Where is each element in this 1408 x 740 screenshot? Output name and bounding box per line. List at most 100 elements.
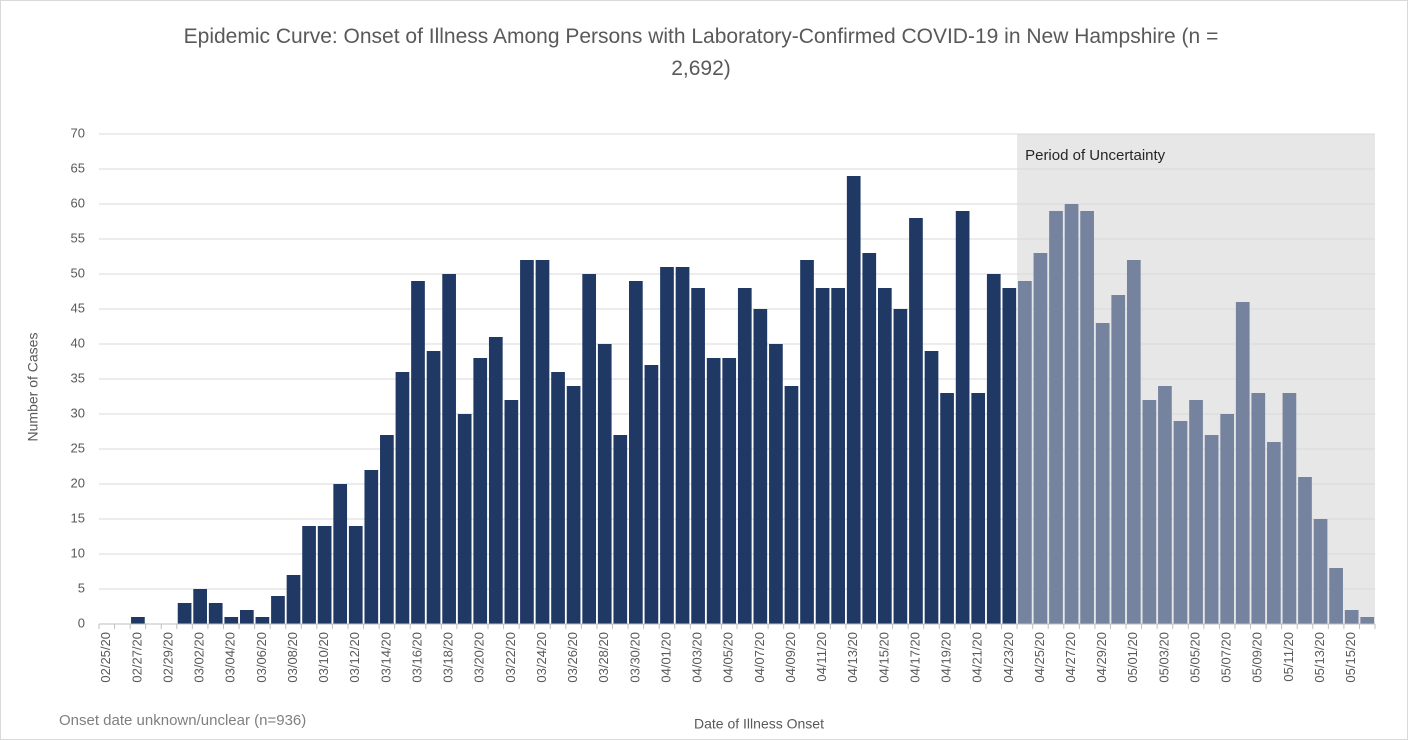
- x-tick-label: 05/05/20: [1187, 632, 1202, 683]
- bar: [706, 358, 721, 624]
- bar: [1111, 295, 1126, 624]
- x-tick-label: 04/23/20: [1001, 632, 1016, 683]
- x-tick-label: 04/05/20: [721, 632, 736, 683]
- chart-title: Epidemic Curve: Onset of Illness Among P…: [183, 25, 1219, 80]
- footnote: Onset date unknown/unclear (n=936): [59, 712, 306, 729]
- y-tick-label: 40: [71, 335, 85, 350]
- x-tick-label: 02/29/20: [160, 632, 175, 683]
- x-tick-label: 04/25/20: [1032, 632, 1047, 683]
- bar: [629, 281, 643, 624]
- x-tick-label: 03/08/20: [285, 632, 300, 683]
- bar: [566, 386, 581, 624]
- bar: [769, 344, 783, 624]
- y-tick-label: 65: [71, 160, 85, 175]
- bar: [193, 589, 207, 624]
- bar: [1251, 393, 1266, 624]
- y-tick-label: 20: [71, 475, 85, 490]
- bar: [239, 610, 254, 624]
- y-tick-label: 15: [71, 510, 85, 525]
- bar: [271, 596, 285, 624]
- x-tick-label: 03/24/20: [534, 632, 549, 683]
- x-tick-label: 04/09/20: [783, 632, 798, 683]
- bar: [551, 372, 565, 624]
- bar: [426, 351, 441, 624]
- x-tick-label: 04/27/20: [1063, 632, 1078, 683]
- bar: [1235, 302, 1250, 624]
- bar: [1220, 414, 1235, 624]
- bar: [131, 617, 145, 624]
- x-tick-label: 03/04/20: [223, 632, 238, 683]
- bar: [520, 260, 534, 624]
- x-tick-label: 03/12/20: [347, 632, 362, 683]
- x-tick-label: 04/15/20: [876, 632, 891, 683]
- x-tick-label: 04/19/20: [939, 632, 954, 683]
- bar: [380, 435, 394, 624]
- x-tick-label: 04/01/20: [658, 632, 673, 683]
- bar: [224, 617, 239, 624]
- bar: [784, 386, 799, 624]
- bar: [457, 414, 472, 624]
- bar: [1360, 617, 1375, 624]
- bar: [535, 260, 550, 624]
- bar: [1298, 477, 1312, 624]
- x-tick-label: 03/10/20: [316, 632, 331, 683]
- bar: [909, 218, 923, 624]
- x-tick-label: 03/18/20: [441, 632, 456, 683]
- x-tick-label: 05/09/20: [1250, 632, 1265, 683]
- y-axis-label: Number of Cases: [25, 333, 41, 442]
- bar: [364, 470, 379, 624]
- y-tick-label: 5: [78, 580, 85, 595]
- bar: [862, 253, 877, 624]
- bar: [877, 288, 892, 624]
- bar: [597, 344, 612, 624]
- x-tick-label: 03/02/20: [192, 632, 207, 683]
- x-tick-label: 03/06/20: [254, 632, 269, 683]
- x-tick-label: 04/29/20: [1094, 632, 1109, 683]
- bar: [302, 526, 316, 624]
- x-tick-label: 05/11/20: [1281, 632, 1296, 682]
- x-tick-label: 03/16/20: [409, 632, 424, 683]
- x-axis-label: Date of Illness Onset: [694, 716, 824, 732]
- bar: [395, 372, 410, 624]
- bar: [504, 400, 519, 624]
- x-tick-label: 04/17/20: [907, 632, 922, 683]
- bar: [1033, 253, 1048, 624]
- bar: [955, 211, 970, 624]
- bar: [473, 358, 488, 624]
- bar: [411, 281, 425, 624]
- bar: [1158, 386, 1172, 624]
- x-tick-label: 03/30/20: [627, 632, 642, 683]
- y-tick-label: 50: [71, 265, 85, 280]
- bar: [691, 288, 705, 624]
- y-tick-label: 10: [71, 545, 85, 560]
- bar: [1080, 211, 1094, 624]
- bar: [1329, 568, 1343, 624]
- x-tick-label: 05/07/20: [1219, 632, 1234, 683]
- x-tick-label: 04/03/20: [690, 632, 705, 683]
- bar: [442, 274, 456, 624]
- bar: [1064, 204, 1079, 624]
- x-tick-label: 03/22/20: [503, 632, 518, 683]
- bar: [348, 526, 363, 624]
- x-tick-label: 02/27/20: [129, 632, 144, 683]
- bar: [893, 309, 908, 624]
- bar: [286, 575, 301, 624]
- annotation: Period of Uncertainty: [1025, 147, 1166, 164]
- bar: [333, 484, 348, 624]
- y-tick-label: 70: [71, 125, 85, 140]
- bar: [1189, 400, 1203, 624]
- bar: [800, 260, 814, 624]
- y-tick-label: 0: [78, 615, 85, 630]
- bar: [815, 288, 830, 624]
- bar: [1049, 211, 1063, 624]
- y-tick-label: 30: [71, 405, 85, 420]
- bar: [986, 274, 1001, 624]
- y-tick-label: 55: [71, 230, 85, 245]
- y-tick-label: 25: [71, 440, 85, 455]
- x-tick-label: 05/01/20: [1125, 632, 1140, 683]
- bar: [1267, 442, 1281, 624]
- bar: [753, 309, 768, 624]
- x-tick-label: 03/28/20: [596, 632, 611, 683]
- x-tick-label: 02/25/20: [98, 632, 113, 683]
- bar: [924, 351, 939, 624]
